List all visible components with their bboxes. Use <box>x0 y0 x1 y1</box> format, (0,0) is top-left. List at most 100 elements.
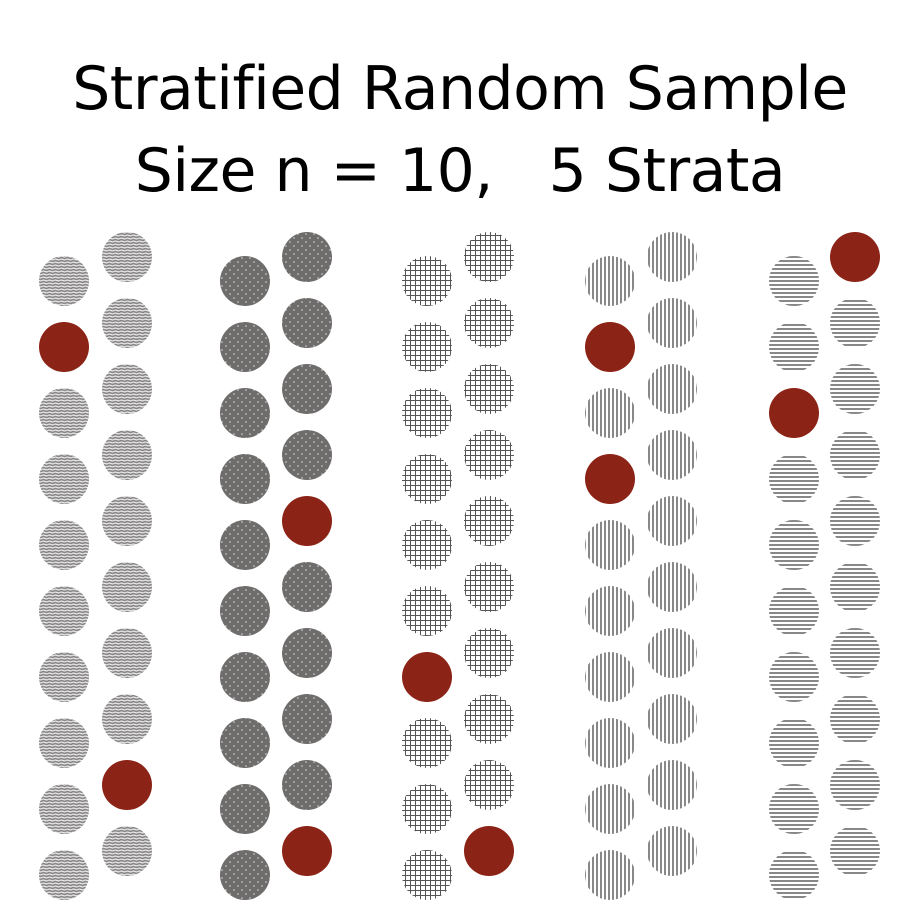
selected-unit <box>102 760 152 810</box>
population-unit <box>282 232 332 282</box>
population-unit <box>464 694 514 744</box>
population-unit <box>220 322 270 372</box>
population-unit <box>769 718 819 768</box>
population-unit <box>220 586 270 636</box>
population-unit <box>647 826 697 876</box>
population-unit <box>647 430 697 480</box>
selected-unit <box>282 826 332 876</box>
population-unit <box>830 364 880 414</box>
population-unit <box>220 784 270 834</box>
population-unit <box>647 628 697 678</box>
population-unit <box>282 430 332 480</box>
population-unit <box>464 430 514 480</box>
selected-unit <box>282 496 332 546</box>
population-unit <box>585 784 635 834</box>
population-unit <box>282 694 332 744</box>
population-unit <box>769 520 819 570</box>
population-unit <box>220 256 270 306</box>
selected-unit <box>769 388 819 438</box>
population-unit <box>102 496 152 546</box>
selected-unit <box>585 454 635 504</box>
population-unit <box>39 718 89 768</box>
stratum-3 <box>402 232 514 900</box>
population-unit <box>102 694 152 744</box>
population-unit <box>830 430 880 480</box>
population-unit <box>464 760 514 810</box>
population-unit <box>220 388 270 438</box>
population-unit <box>102 298 152 348</box>
population-unit <box>769 652 819 702</box>
population-unit <box>402 322 452 372</box>
population-unit <box>585 388 635 438</box>
population-unit <box>39 652 89 702</box>
population-unit <box>769 256 819 306</box>
population-unit <box>402 256 452 306</box>
population-unit <box>464 298 514 348</box>
population-unit <box>402 586 452 636</box>
stratum-4 <box>585 232 697 900</box>
population-unit <box>830 496 880 546</box>
population-unit <box>769 784 819 834</box>
population-unit <box>102 628 152 678</box>
diagram-title: Stratified Random Sample Size n = 10, 5 … <box>0 48 920 212</box>
population-unit <box>585 718 635 768</box>
selected-unit <box>464 826 514 876</box>
population-unit <box>769 586 819 636</box>
population-unit <box>39 586 89 636</box>
population-unit <box>282 298 332 348</box>
population-unit <box>102 826 152 876</box>
population-unit <box>39 388 89 438</box>
population-unit <box>647 496 697 546</box>
selected-unit <box>830 232 880 282</box>
population-unit <box>402 850 452 900</box>
population-unit <box>220 520 270 570</box>
population-unit <box>647 298 697 348</box>
population-unit <box>282 628 332 678</box>
population-unit <box>39 784 89 834</box>
title-line-2: Size n = 10, 5 Strata <box>134 136 786 206</box>
population-unit <box>464 562 514 612</box>
selected-unit <box>585 322 635 372</box>
population-unit <box>464 628 514 678</box>
population-unit <box>402 520 452 570</box>
population-unit <box>647 562 697 612</box>
population-unit <box>585 652 635 702</box>
population-unit <box>39 520 89 570</box>
population-unit <box>39 256 89 306</box>
selected-unit <box>402 652 452 702</box>
population-unit <box>282 364 332 414</box>
population-unit <box>464 364 514 414</box>
population-unit <box>647 694 697 744</box>
population-unit <box>647 364 697 414</box>
population-unit <box>102 430 152 480</box>
population-unit <box>220 718 270 768</box>
population-unit <box>647 232 697 282</box>
population-unit <box>830 826 880 876</box>
population-unit <box>102 562 152 612</box>
population-unit <box>220 652 270 702</box>
population-unit <box>830 298 880 348</box>
population-unit <box>39 850 89 900</box>
population-unit <box>102 364 152 414</box>
population-unit <box>464 496 514 546</box>
population-unit <box>769 454 819 504</box>
population-unit <box>769 850 819 900</box>
population-unit <box>282 562 332 612</box>
population-unit <box>402 388 452 438</box>
population-unit <box>102 232 152 282</box>
population-unit <box>769 322 819 372</box>
stratum-1 <box>39 232 152 900</box>
population-unit <box>39 454 89 504</box>
population-unit <box>402 454 452 504</box>
population-unit <box>830 694 880 744</box>
population-unit <box>585 586 635 636</box>
stratum-5 <box>769 232 880 900</box>
population-unit <box>585 256 635 306</box>
selected-unit <box>39 322 89 372</box>
population-unit <box>830 760 880 810</box>
population-unit <box>220 454 270 504</box>
population-unit <box>585 520 635 570</box>
population-unit <box>402 718 452 768</box>
population-unit <box>830 562 880 612</box>
